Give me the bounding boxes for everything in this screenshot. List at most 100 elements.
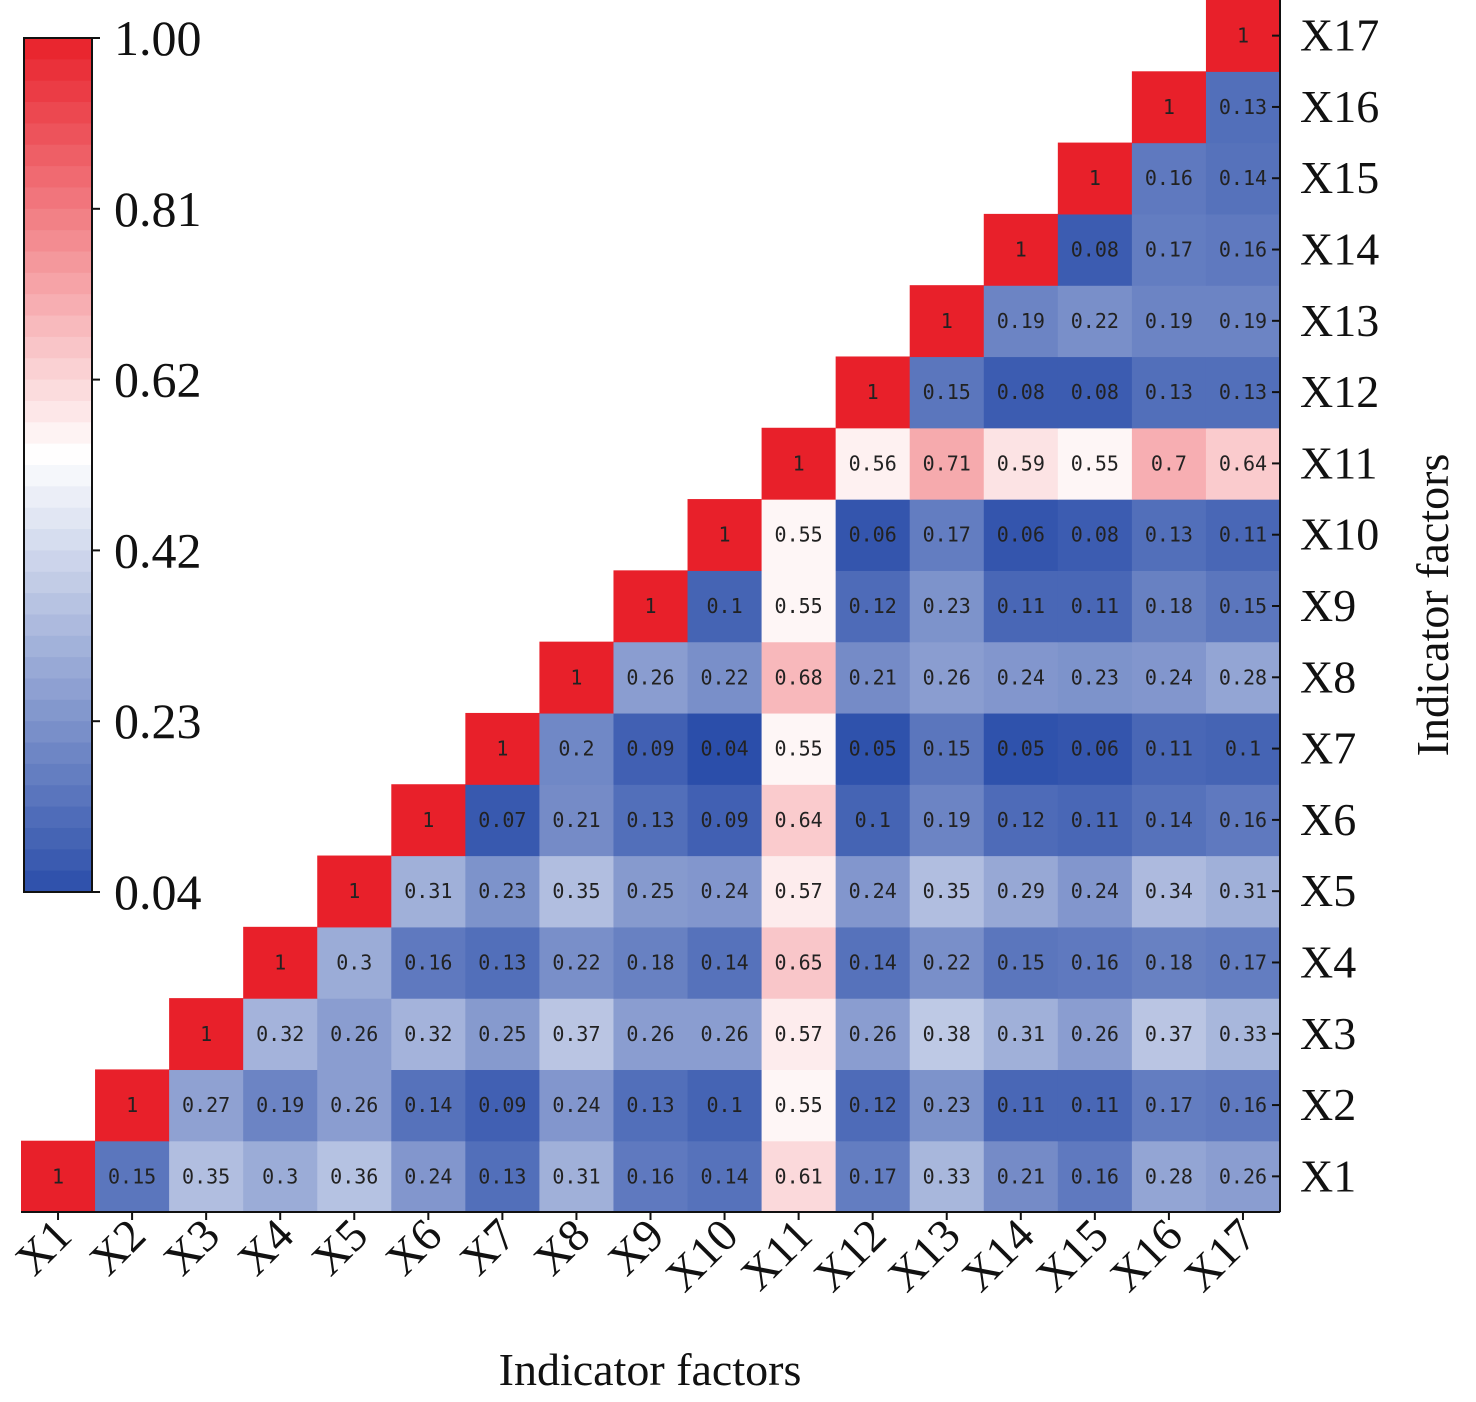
cell-value-label: 0.26 [700, 1022, 748, 1046]
cell-value-label: 0.3 [336, 950, 372, 974]
colorbar-segment [24, 870, 92, 893]
heatmap-cell-X5-X7 [465, 855, 541, 928]
heatmap-cell-X5-X9 [613, 855, 689, 928]
cell-value-label: 0.11 [997, 594, 1045, 618]
colorbar-segment [24, 166, 92, 189]
cell-value-label: 0.25 [478, 1022, 526, 1046]
cell-value-label: 0.32 [256, 1022, 304, 1046]
cell-value-label: 0.26 [923, 665, 971, 689]
cell-value-label: 0.24 [1145, 665, 1193, 689]
cell-value-label: 0.09 [626, 737, 674, 761]
cell-value-label: 0.05 [997, 737, 1045, 761]
colorbar-segment [24, 678, 92, 701]
cell-value-label: 0.31 [404, 879, 452, 903]
heatmap-cell-X4-X9 [613, 926, 689, 999]
heatmap-cell-X3-X10 [687, 998, 763, 1071]
cell-value-label: 0.33 [923, 1164, 971, 1188]
heatmap-cell-X3-X17 [1205, 998, 1281, 1071]
cell-value-label: 0.09 [478, 1093, 526, 1117]
cell-value-label: 0.06 [997, 523, 1045, 547]
cell-value-label: 0.24 [1071, 879, 1119, 903]
cell-value-label: 1 [52, 1164, 64, 1188]
cell-value-label: 0.11 [997, 1093, 1045, 1117]
heatmap-cell-X7-X9 [613, 712, 689, 785]
cell-value-label: 0.19 [1219, 309, 1267, 333]
heatmap-cell-X1-X5 [317, 1140, 392, 1213]
colorbar-segment [24, 571, 92, 594]
cell-value-label: 0.16 [1219, 238, 1267, 262]
cell-value-label: 0.35 [552, 879, 600, 903]
heatmap-cell-X4-X10 [687, 926, 763, 999]
heatmap-cell-X3-X11 [761, 998, 837, 1071]
heatmap-cell-X11-X13 [909, 427, 985, 500]
colorbar-segment [24, 699, 92, 722]
heatmap-cell-X6-X15 [1057, 784, 1133, 857]
cell-value-label: 0.57 [775, 879, 823, 903]
heatmap-cell-X3-X12 [835, 998, 911, 1071]
x-tick-label: X5 [302, 1209, 378, 1285]
heatmap-cells: 1 0.15 0.35 0.3 0.36 0.24 0.13 0.31 0.16 0.14 0.61… [21, 0, 1281, 1213]
heatmap-cell-X9-X14 [983, 570, 1059, 643]
heatmap-cell-X10-X17 [1205, 499, 1281, 571]
heatmap-cell-X8-X8 [539, 641, 615, 714]
heatmap-cell-X10-X12 [835, 499, 911, 571]
y-tick-label: X7 [1300, 723, 1356, 774]
cell-value-label: 0.22 [700, 665, 748, 689]
heatmap-cell-X11-X14 [983, 427, 1059, 500]
cell-value-label: 1 [719, 523, 731, 547]
heatmap-cell-X9-X9 [613, 570, 689, 643]
cell-value-label: 0.06 [1071, 737, 1119, 761]
cell-value-label: 0.21 [997, 1164, 1045, 1188]
heatmap-cell-X1-X15 [1057, 1140, 1133, 1213]
colorbar-segment [24, 486, 92, 509]
heatmap-cell-X3-X3 [169, 998, 244, 1071]
colorbar-segment [24, 465, 92, 487]
cell-value-label: 0.15 [997, 950, 1045, 974]
heatmap-cell-X2-X17 [1205, 1069, 1281, 1142]
cell-value-label: 0.16 [626, 1164, 674, 1188]
heatmap-cell-X10-X13 [909, 499, 985, 571]
heatmap-cell-X5-X5 [317, 855, 392, 928]
y-tick-label: X5 [1300, 865, 1356, 916]
cell-value-label: 0.23 [1071, 665, 1119, 689]
heatmap-cell-X9-X13 [909, 570, 985, 643]
heatmap-cell-X2-X7 [465, 1069, 541, 1142]
heatmap-cell-X4-X5 [317, 926, 392, 999]
cell-value-label: 0.16 [1145, 166, 1193, 190]
cell-value-label: 0.19 [923, 808, 971, 832]
heatmap-cell-X4-X14 [983, 926, 1059, 999]
cell-value-label: 0.37 [1145, 1022, 1193, 1046]
cell-value-label: 0.13 [478, 950, 526, 974]
y-tick-label: X3 [1300, 1008, 1356, 1059]
cell-value-label: 0.7 [1151, 451, 1187, 475]
colorbar-segment [24, 230, 92, 253]
heatmap-cell-X3-X5 [317, 998, 392, 1071]
x-tick-label: X9 [598, 1209, 674, 1285]
heatmap-cell-X2-X5 [317, 1069, 392, 1142]
heatmap-cell-X11-X17 [1205, 427, 1281, 500]
cell-value-label: 0.12 [849, 594, 897, 618]
cell-value-label: 0.1 [706, 1093, 742, 1117]
y-tick-label: X17 [1300, 10, 1379, 61]
cell-value-label: 0.35 [182, 1164, 230, 1188]
heatmap-cell-X4-X7 [465, 926, 541, 999]
cell-value-label: 0.08 [1071, 238, 1119, 262]
heatmap-cell-X2-X4 [243, 1069, 318, 1142]
heatmap-cell-X3-X14 [983, 998, 1059, 1071]
heatmap-cell-X10-X15 [1057, 499, 1133, 571]
heatmap-cell-X3-X7 [465, 998, 541, 1071]
cell-value-label: 0.26 [626, 1022, 674, 1046]
heatmap-cell-X16-X17 [1205, 71, 1281, 144]
cell-value-label: 1 [793, 451, 805, 475]
cell-value-label: 0.13 [1219, 95, 1267, 119]
heatmap-cell-X6-X6 [391, 784, 466, 857]
y-tick-label: X4 [1300, 936, 1356, 987]
cell-value-label: 0.13 [1145, 523, 1193, 547]
heatmap-cell-X15-X15 [1057, 142, 1133, 215]
cell-value-label: 0.57 [775, 1022, 823, 1046]
cell-value-label: 0.14 [1145, 808, 1193, 832]
colorbar-segment [24, 635, 92, 658]
cell-value-label: 0.05 [849, 737, 897, 761]
cell-value-label: 0.22 [1071, 309, 1119, 333]
x-tick-label: X17 [1174, 1209, 1266, 1301]
